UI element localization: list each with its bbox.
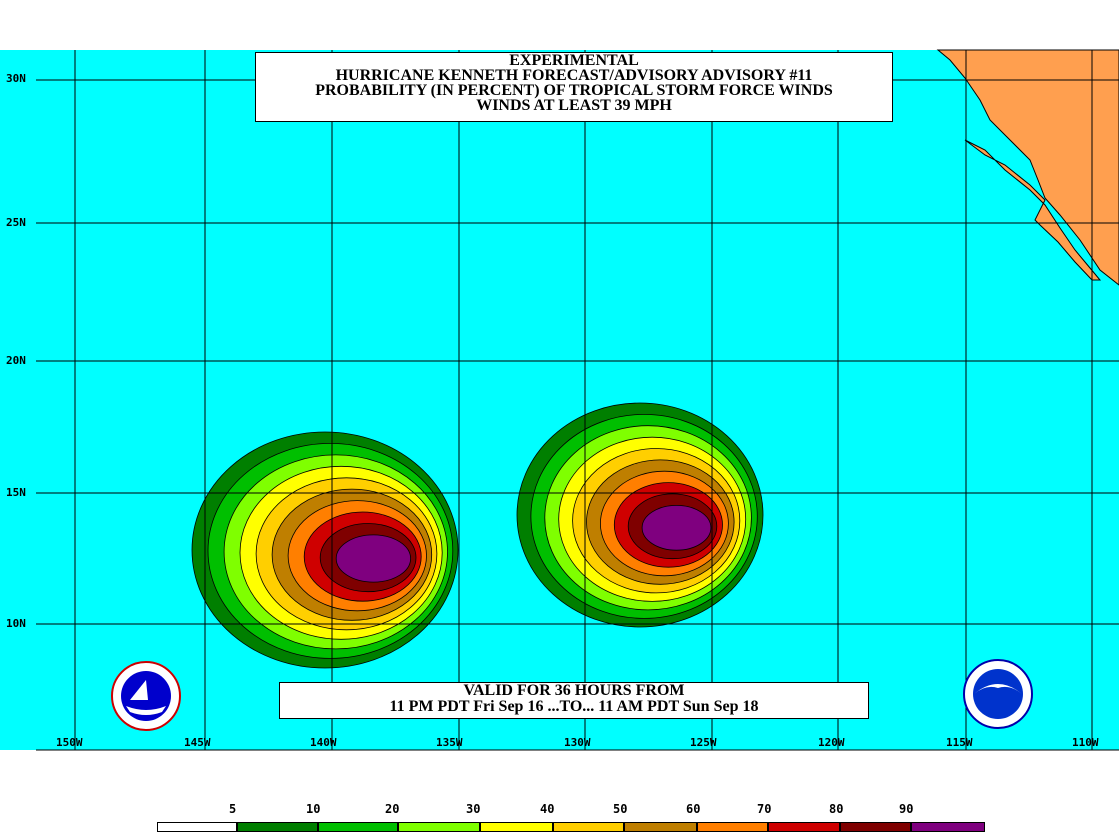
legend-swatch	[697, 822, 768, 832]
legend-label: 80	[829, 802, 844, 816]
legend-label: 5	[229, 802, 237, 816]
contour-band-90	[641, 504, 712, 551]
noaa-logo-right	[963, 659, 1033, 729]
lat-label-10n: 10N	[6, 617, 26, 630]
lon-label-150w: 150W	[56, 736, 83, 749]
legend-swatch	[157, 822, 237, 832]
lon-label-110w: 110W	[1072, 736, 1099, 749]
contour-band-90	[335, 534, 411, 583]
legend-swatch	[768, 822, 840, 832]
storm-east-contours	[516, 402, 764, 628]
lat-lon-grid	[36, 50, 1119, 750]
lat-label-15n: 15N	[6, 486, 26, 499]
noaa-logo-left	[111, 661, 181, 731]
valid-period-box: VALID FOR 36 HOURS FROM 11 PM PDT Fri Se…	[279, 682, 869, 719]
probability-contours	[191, 402, 764, 669]
lon-label-140w: 140W	[310, 736, 337, 749]
legend-swatch	[398, 822, 480, 832]
title-line-4: WINDS AT LEAST 39 MPH	[476, 97, 672, 114]
legend-swatch	[911, 822, 985, 832]
lon-label-125w: 125W	[690, 736, 717, 749]
title-line-1: EXPERIMENTAL	[509, 52, 639, 69]
lat-label-30n: 30N	[6, 72, 26, 85]
lon-label-145w: 145W	[184, 736, 211, 749]
ocean-background	[0, 50, 1119, 750]
title-line-2: HURRICANE KENNETH FORECAST/ADVISORY ADVI…	[335, 67, 813, 84]
title-box: EXPERIMENTAL HURRICANE KENNETH FORECAST/…	[255, 52, 893, 122]
lon-label-130w: 130W	[564, 736, 591, 749]
legend-label: 50	[613, 802, 628, 816]
legend-label: 70	[757, 802, 772, 816]
title-line-3: PROBABILITY (IN PERCENT) OF TROPICAL STO…	[315, 82, 833, 99]
legend-swatch	[553, 822, 624, 832]
lon-label-115w: 115W	[946, 736, 973, 749]
legend-label: 20	[385, 802, 400, 816]
legend-swatch	[318, 822, 398, 832]
valid-line-2: 11 PM PDT Fri Sep 16 ...TO... 11 AM PDT …	[389, 698, 759, 715]
legend-swatch	[840, 822, 911, 832]
storm-west-contours	[191, 431, 459, 669]
legend-label: 90	[899, 802, 914, 816]
legend-swatch	[480, 822, 553, 832]
valid-line-1: VALID FOR 36 HOURS FROM	[463, 682, 685, 699]
legend-label: 10	[306, 802, 321, 816]
legend-swatch	[624, 822, 697, 832]
lon-label-120w: 120W	[818, 736, 845, 749]
lon-label-135w: 135W	[436, 736, 463, 749]
lat-label-20n: 20N	[6, 354, 26, 367]
legend-label: 60	[686, 802, 701, 816]
lat-label-25n: 25N	[6, 216, 26, 229]
legend-label: 30	[466, 802, 481, 816]
legend-label: 40	[540, 802, 555, 816]
legend-swatch	[237, 822, 318, 832]
